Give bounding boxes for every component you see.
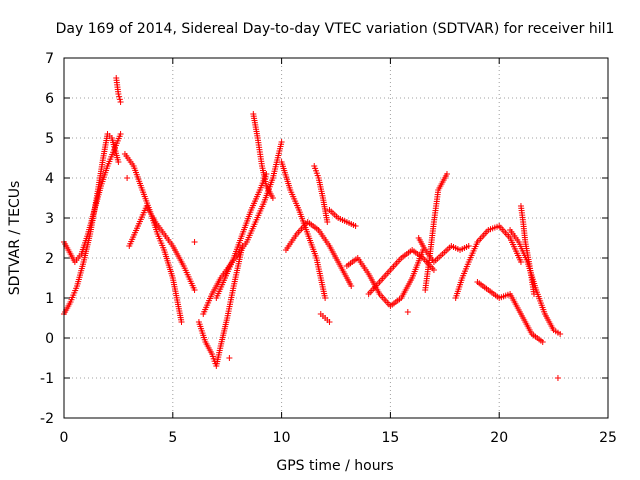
y-tick-label: 2 — [45, 251, 54, 267]
plot-frame — [63, 57, 609, 419]
data-point — [531, 291, 538, 297]
y-tick-label: 5 — [45, 131, 54, 147]
data-point — [404, 309, 411, 315]
y-tick-label: -1 — [40, 371, 54, 387]
data-point — [117, 99, 124, 105]
data-point — [539, 339, 546, 345]
data-point — [116, 93, 123, 100]
data-point — [115, 91, 122, 97]
x-tick-label: 0 — [60, 430, 69, 446]
x-tick-label: 10 — [273, 430, 291, 446]
x-tick-label: 5 — [168, 430, 177, 446]
data-point — [465, 243, 472, 249]
data-point — [554, 375, 561, 381]
y-tick-label: 6 — [45, 91, 54, 107]
y-tick-label: 4 — [45, 171, 54, 187]
data-point — [322, 295, 329, 301]
data-point — [124, 175, 131, 181]
data-point — [326, 319, 333, 325]
data-point — [278, 139, 285, 145]
data-point — [178, 319, 185, 325]
data-point — [269, 195, 276, 201]
y-tick-label: 3 — [45, 211, 54, 227]
data-point — [115, 159, 122, 165]
y-axis-label: SDTVAR / TECUs — [7, 181, 23, 296]
x-axis-label: GPS time / hours — [276, 458, 393, 474]
data-point — [191, 287, 198, 293]
data-point — [117, 131, 124, 137]
x-tick-label: 20 — [490, 430, 508, 446]
data-point — [348, 283, 355, 289]
data-point — [352, 223, 359, 229]
data-point — [443, 171, 450, 177]
y-tick-label: -2 — [40, 411, 54, 427]
data-point — [430, 267, 437, 273]
data-point — [226, 355, 233, 361]
y-tick-label: 7 — [45, 51, 54, 67]
data-point — [324, 219, 331, 225]
x-tick-label: 25 — [599, 430, 617, 446]
y-tick-label: 1 — [45, 291, 54, 307]
data-point — [557, 331, 564, 337]
x-tick-label: 15 — [381, 430, 399, 446]
y-tick-label: 0 — [45, 331, 54, 347]
data-points — [61, 75, 564, 381]
chart-title: Day 169 of 2014, Sidereal Day-to-day VTE… — [56, 21, 615, 37]
data-point — [191, 239, 198, 245]
data-point — [116, 96, 123, 103]
data-point — [517, 259, 524, 265]
